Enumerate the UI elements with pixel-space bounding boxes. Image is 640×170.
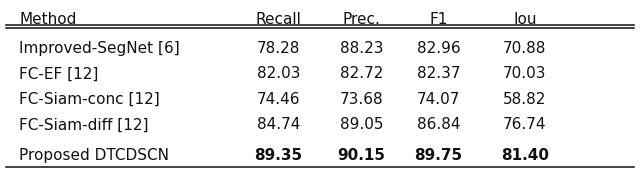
Text: 70.88: 70.88 bbox=[503, 41, 547, 56]
Text: 89.05: 89.05 bbox=[340, 117, 383, 132]
Text: 82.72: 82.72 bbox=[340, 66, 383, 81]
Text: Proposed DTCDSCN: Proposed DTCDSCN bbox=[19, 148, 169, 163]
Text: Method: Method bbox=[19, 12, 77, 27]
Text: 76.74: 76.74 bbox=[503, 117, 547, 132]
Text: Improved-SegNet [6]: Improved-SegNet [6] bbox=[19, 41, 180, 56]
Text: 82.03: 82.03 bbox=[257, 66, 300, 81]
Text: 88.23: 88.23 bbox=[340, 41, 383, 56]
Text: 74.07: 74.07 bbox=[417, 92, 460, 107]
Text: FC-Siam-diff [12]: FC-Siam-diff [12] bbox=[19, 117, 148, 132]
Text: 90.15: 90.15 bbox=[338, 148, 385, 163]
Text: 86.84: 86.84 bbox=[417, 117, 460, 132]
Text: 70.03: 70.03 bbox=[503, 66, 547, 81]
Text: FC-EF [12]: FC-EF [12] bbox=[19, 66, 99, 81]
Text: FC-Siam-conc [12]: FC-Siam-conc [12] bbox=[19, 92, 160, 107]
Text: 58.82: 58.82 bbox=[503, 92, 547, 107]
Text: F1: F1 bbox=[429, 12, 447, 27]
Text: 84.74: 84.74 bbox=[257, 117, 300, 132]
Text: 74.46: 74.46 bbox=[257, 92, 300, 107]
Text: Prec.: Prec. bbox=[342, 12, 381, 27]
Text: 89.75: 89.75 bbox=[414, 148, 463, 163]
Text: 73.68: 73.68 bbox=[340, 92, 383, 107]
Text: 82.37: 82.37 bbox=[417, 66, 460, 81]
Text: Iou: Iou bbox=[513, 12, 536, 27]
Text: 78.28: 78.28 bbox=[257, 41, 300, 56]
Text: 89.35: 89.35 bbox=[254, 148, 303, 163]
Text: Recall: Recall bbox=[255, 12, 301, 27]
Text: 81.40: 81.40 bbox=[500, 148, 548, 163]
Text: 82.96: 82.96 bbox=[417, 41, 460, 56]
